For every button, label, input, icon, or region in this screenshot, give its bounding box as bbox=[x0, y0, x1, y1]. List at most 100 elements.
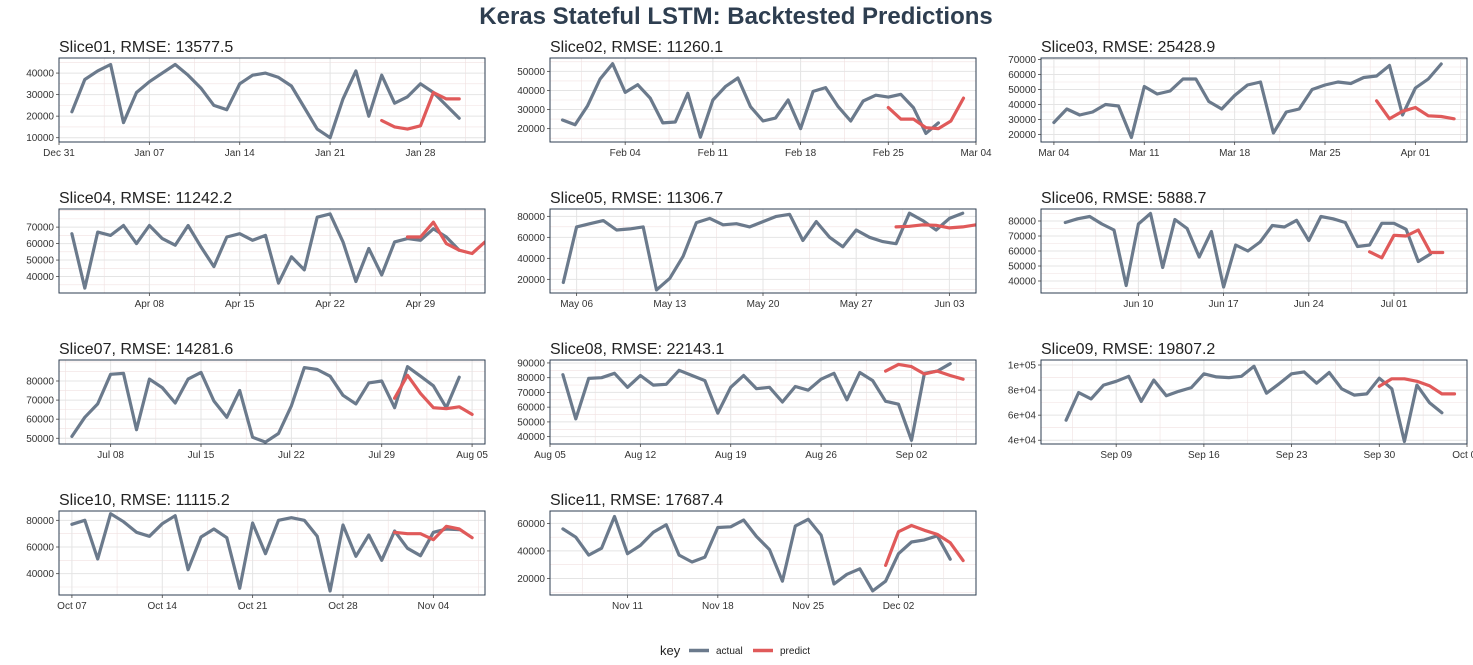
x-tick-label: Sep 23 bbox=[1276, 450, 1308, 461]
x-tick-label: May 27 bbox=[840, 299, 873, 310]
x-tick-label: Apr 08 bbox=[135, 299, 165, 310]
x-tick-label: Apr 15 bbox=[225, 299, 255, 310]
panel-border bbox=[58, 57, 486, 143]
panel-title: Slice01, RMSE: 13577.5 bbox=[59, 39, 233, 56]
y-tick-label: 50000 bbox=[517, 67, 545, 78]
series-line-predict bbox=[1367, 228, 1445, 260]
facet-panel-07: Slice07, RMSE: 14281.6 50000 60000 70000 800… bbox=[26, 341, 488, 461]
x-tick-label: Apr 29 bbox=[406, 299, 436, 310]
facet-panels: Slice01, RMSE: 13577.5 10000 20000 30000 400… bbox=[26, 39, 1473, 612]
x-tick-label: Dec 31 bbox=[43, 148, 75, 159]
series-line-predict bbox=[380, 90, 461, 131]
series-line-actual bbox=[70, 62, 461, 140]
facet-panel-10: Slice10, RMSE: 11115.2 40000 60000 80000 Oct… bbox=[26, 492, 486, 612]
y-tick-label: 80000 bbox=[26, 377, 54, 388]
x-tick-label: Oct 28 bbox=[328, 601, 358, 612]
x-tick-label: Apr 22 bbox=[315, 299, 345, 310]
panel-border bbox=[549, 57, 977, 143]
panel-border bbox=[58, 359, 486, 445]
x-tick-label: Feb 04 bbox=[610, 148, 642, 159]
y-tick-label: 20000 bbox=[1008, 130, 1036, 141]
x-tick-label: Feb 18 bbox=[785, 148, 817, 159]
y-tick-label: 4e+04 bbox=[1008, 436, 1037, 447]
grid-lines bbox=[1041, 209, 1467, 293]
y-tick-label: 20000 bbox=[517, 124, 545, 135]
y-tick-label: 80000 bbox=[517, 212, 545, 223]
series-line-predict bbox=[1377, 377, 1457, 396]
panel-title: Slice05, RMSE: 11306.7 bbox=[550, 190, 723, 207]
series-line-actual bbox=[1052, 62, 1443, 140]
x-tick-label: Oct 07 bbox=[1452, 450, 1473, 461]
series-line-predict bbox=[894, 223, 976, 230]
x-tick-label: Feb 11 bbox=[698, 148, 729, 159]
series-line-predict bbox=[393, 373, 474, 416]
y-tick-label: 30000 bbox=[1008, 115, 1036, 126]
x-tick-label: Feb 25 bbox=[873, 148, 905, 159]
series-line-actual bbox=[70, 212, 461, 290]
y-tick-label: 70000 bbox=[26, 396, 54, 407]
panel-border bbox=[1040, 359, 1468, 445]
series-line-actual bbox=[70, 512, 461, 593]
y-tick-label: 40000 bbox=[517, 86, 545, 97]
chart-title: Keras Stateful LSTM: Backtested Predicti… bbox=[479, 3, 992, 30]
grid-lines bbox=[59, 209, 485, 293]
series-line-actual bbox=[1064, 364, 1444, 444]
y-tick-label: 40000 bbox=[517, 432, 545, 443]
x-tick-label: Mar 18 bbox=[1219, 148, 1251, 159]
panel-border bbox=[58, 510, 486, 596]
legend-title: key bbox=[660, 643, 681, 658]
x-tick-label: Aug 05 bbox=[456, 450, 488, 461]
series-line-predict bbox=[883, 362, 965, 381]
x-tick-label: Jul 15 bbox=[188, 450, 215, 461]
x-tick-label: Jan 07 bbox=[134, 148, 164, 159]
panel-border bbox=[58, 208, 486, 294]
x-tick-label: Nov 04 bbox=[418, 601, 450, 612]
panel-title: Slice11, RMSE: 17687.4 bbox=[550, 492, 723, 509]
y-tick-label: 70000 bbox=[26, 223, 54, 234]
y-tick-label: 40000 bbox=[26, 272, 54, 283]
x-tick-label: Sep 09 bbox=[1100, 450, 1132, 461]
y-tick-label: 80000 bbox=[517, 373, 545, 384]
y-tick-label: 40000 bbox=[517, 254, 545, 265]
facet-panel-01: Slice01, RMSE: 13577.5 10000 20000 30000 400… bbox=[26, 39, 486, 159]
panel-title: Slice07, RMSE: 14281.6 bbox=[59, 341, 233, 358]
x-tick-label: May 06 bbox=[560, 299, 593, 310]
y-tick-label: 50000 bbox=[26, 256, 54, 267]
x-tick-label: Jan 28 bbox=[405, 148, 435, 159]
y-tick-label: 40000 bbox=[1008, 100, 1036, 111]
y-tick-label: 80000 bbox=[26, 516, 54, 527]
panel-border bbox=[549, 510, 977, 596]
legend: key actual predict bbox=[660, 643, 810, 658]
x-tick-label: Dec 02 bbox=[883, 601, 915, 612]
y-tick-label: 50000 bbox=[517, 417, 545, 428]
x-tick-label: Sep 16 bbox=[1188, 450, 1220, 461]
panel-title: Slice08, RMSE: 22143.1 bbox=[550, 341, 724, 358]
legend-label-actual: actual bbox=[716, 646, 743, 657]
y-tick-label: 60000 bbox=[517, 519, 545, 530]
x-tick-label: Mar 11 bbox=[1129, 148, 1160, 159]
grid-lines bbox=[1041, 58, 1467, 142]
series-line-actual bbox=[561, 362, 952, 442]
series-line-predict bbox=[405, 220, 485, 256]
x-tick-label: Aug 26 bbox=[805, 450, 837, 461]
facet-panel-02: Slice02, RMSE: 11260.1 20000 30000 40000 500… bbox=[517, 39, 992, 159]
series-line-predict bbox=[883, 523, 965, 568]
grid-lines bbox=[550, 511, 976, 595]
facet-panel-09: Slice09, RMSE: 19807.2 4e+04 6e+04 8e+04 1e+… bbox=[1008, 341, 1473, 461]
y-tick-label: 40000 bbox=[1008, 277, 1036, 288]
x-tick-label: Sep 30 bbox=[1363, 450, 1395, 461]
y-tick-label: 30000 bbox=[26, 90, 54, 101]
y-tick-label: 60000 bbox=[26, 239, 54, 250]
y-tick-label: 60000 bbox=[517, 403, 545, 414]
series-line-actual bbox=[561, 514, 952, 593]
y-tick-label: 40000 bbox=[26, 69, 54, 80]
x-tick-label: Apr 01 bbox=[1401, 148, 1431, 159]
y-tick-label: 60000 bbox=[26, 415, 54, 426]
facet-panel-08: Slice08, RMSE: 22143.1 40000 50000 60000 700… bbox=[517, 341, 977, 461]
x-tick-label: Mar 04 bbox=[960, 148, 992, 159]
facet-panel-11: Slice11, RMSE: 17687.4 20000 40000 60000 Nov… bbox=[517, 492, 977, 612]
y-tick-label: 50000 bbox=[1008, 262, 1036, 273]
panel-title: Slice06, RMSE: 5888.7 bbox=[1041, 190, 1207, 207]
y-tick-label: 60000 bbox=[517, 233, 545, 244]
